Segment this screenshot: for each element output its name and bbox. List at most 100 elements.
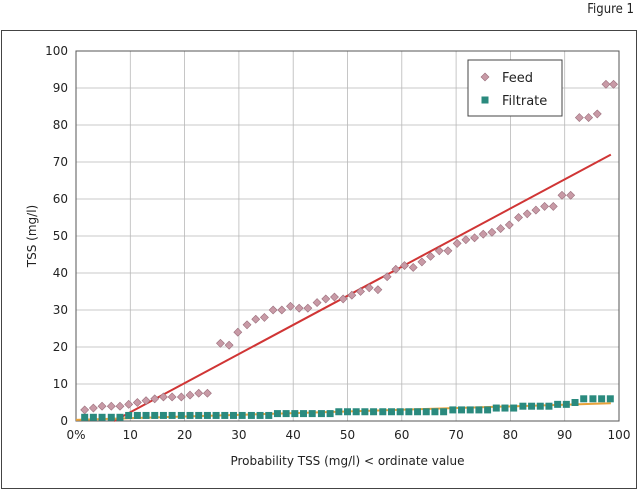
filtrate-point: [326, 410, 334, 418]
feed-point: [80, 405, 90, 415]
legend-box: [467, 59, 563, 117]
feed-point: [364, 283, 374, 293]
filtrate-point: [545, 402, 553, 410]
feed-point: [487, 227, 497, 237]
filtrate-point: [212, 411, 220, 419]
legend-label-feed: Feed: [502, 71, 533, 86]
filtrate-point: [536, 402, 544, 410]
y-tick-label: 30: [53, 303, 68, 317]
filtrate-point: [475, 406, 483, 414]
feed-point: [391, 264, 401, 274]
feed-point: [408, 263, 418, 272]
feed-point: [312, 298, 322, 308]
filtrate-point: [116, 413, 124, 421]
filtrate-point: [528, 402, 536, 410]
x-tick-label: 80: [503, 428, 518, 442]
y-tick-label: 100: [45, 44, 68, 58]
filtrate-point: [247, 411, 255, 419]
feed-point: [452, 238, 462, 248]
feed-point: [540, 201, 550, 211]
filtrate-point: [89, 413, 97, 421]
feed-point: [531, 205, 541, 215]
feed-point: [176, 392, 186, 402]
filtrate-point: [571, 399, 579, 406]
filtrate-point: [142, 411, 150, 419]
filtrate-point: [300, 410, 308, 418]
filtrate-point: [265, 411, 273, 419]
filtrate-point: [431, 408, 439, 416]
x-tick-label: 40: [286, 428, 301, 442]
feed-point: [115, 401, 125, 411]
legend-marker-feed: [480, 72, 490, 82]
x-tick-label: 20: [177, 428, 192, 442]
filtrate-point: [282, 410, 290, 418]
x-tick-label: 90: [557, 428, 572, 442]
feed-point: [400, 261, 409, 271]
feed-point: [347, 290, 357, 300]
feed-point: [338, 294, 348, 304]
filtrate-point: [589, 395, 597, 403]
feed-point: [88, 403, 98, 413]
y-tick-label: 0: [60, 414, 68, 428]
feed-point: [242, 320, 252, 330]
scatter-chart: 0% 10 20 30 40 50 60 70 80 90 100 0 10 20 30 40 50 60 70 8…: [25, 44, 630, 468]
filtrate-point: [414, 408, 422, 416]
x-tick-label: 30: [231, 428, 246, 442]
filtrate-point: [510, 404, 518, 412]
feed-point: [185, 390, 195, 400]
x-axis-ticks: 0% 10 20 30 40 50 60 70 80 90 100: [66, 428, 630, 442]
x-tick-label: 70: [448, 428, 463, 442]
filtrate-point: [519, 402, 527, 410]
feed-point: [478, 229, 488, 239]
data-points: [80, 79, 618, 421]
filtrate-point: [107, 413, 115, 421]
filtrate-point: [440, 408, 448, 416]
filtrate-point: [238, 411, 246, 419]
x-tick-label: 100: [608, 428, 631, 442]
filtrate-point: [125, 411, 133, 419]
feed-point: [268, 305, 278, 315]
filtrate-point: [344, 408, 351, 416]
filtrate-point: [273, 410, 281, 418]
filtrate-point: [159, 411, 167, 419]
feed-point: [277, 305, 287, 315]
filtrate-point: [606, 395, 614, 403]
feed-point: [294, 303, 304, 313]
feed-point: [434, 246, 444, 256]
filtrate-point: [335, 408, 343, 416]
trendlines: [75, 153, 612, 422]
y-tick-label: 90: [53, 81, 68, 95]
trendline-feed: [113, 153, 612, 422]
x-axis-label: Probability TSS (mg/l) < ordinate value: [230, 454, 464, 468]
y-tick-label: 70: [53, 155, 68, 169]
legend: Feed Filtrate: [467, 59, 563, 117]
feed-point: [566, 190, 576, 200]
x-tick-label: 50: [340, 428, 355, 442]
filtrate-point: [308, 410, 316, 418]
x-tick-label: 10: [123, 428, 138, 442]
filtrate-point: [177, 411, 185, 419]
filtrate-point: [256, 411, 264, 419]
feed-point: [417, 257, 427, 267]
filtrate-point: [186, 411, 194, 419]
filtrate-point: [387, 408, 395, 416]
filtrate-point: [370, 408, 378, 416]
y-tick-label: 50: [53, 229, 68, 243]
feed-point: [321, 294, 331, 304]
feed-point: [592, 109, 602, 119]
filtrate-point: [405, 408, 413, 416]
filtrate-point: [484, 406, 492, 414]
feed-point: [158, 392, 168, 402]
feed-point: [574, 113, 584, 123]
feed-point: [132, 398, 142, 407]
feed-point: [303, 303, 313, 313]
filtrate-point: [580, 395, 588, 403]
feed-point: [124, 399, 134, 409]
feed-point: [356, 287, 365, 296]
filtrate-point: [598, 395, 606, 403]
filtrate-point: [449, 406, 457, 414]
chart-frame: 0% 10 20 30 40 50 60 70 80 90 100 0 10 20 30 40 50 60 70 8…: [1, 30, 637, 489]
feed-point: [286, 301, 295, 311]
feed-point: [443, 246, 453, 256]
y-tick-label: 80: [53, 118, 68, 132]
